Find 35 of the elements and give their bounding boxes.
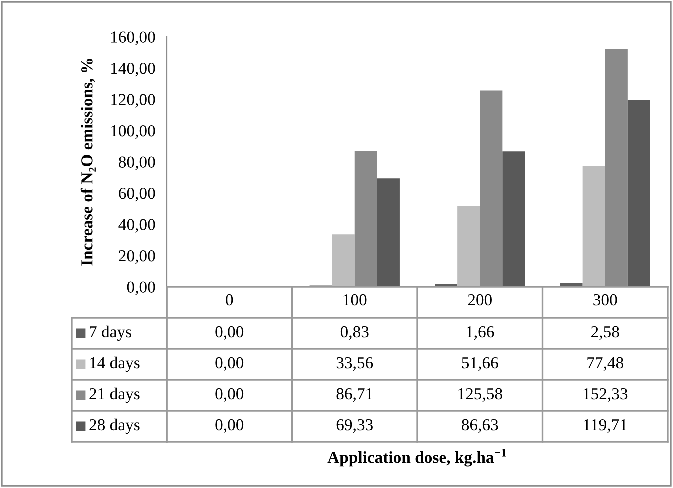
y-tick-label: 160,00 [112,32,156,46]
data-label: 152,33 [584,388,628,402]
x-tick-label: 200 [468,294,492,306]
data-label: 2,58 [592,326,620,340]
data-label: 119,71 [584,419,627,434]
legend-label: 28 days [90,418,140,434]
data-label: 86,63 [462,419,498,434]
x-tick-label: 300 [594,294,618,306]
data-label: 0,00 [216,357,244,372]
data-label: 86,71 [336,388,373,402]
y-tick-label: 40,00 [118,219,156,233]
data-label: 0,83 [340,326,369,340]
text: Application dose, kg.ha$^{−1}$ [328,449,506,467]
data-label: 1,66 [467,326,494,340]
y-tick-label: 20,00 [119,250,156,264]
y-tick-label: 100,00 [112,125,156,140]
data-label: 0,00 [216,388,244,402]
y-tick-label: 60,00 [119,188,156,202]
x-tick-label: 100 [344,294,367,306]
y-tick-label: 0,00 [127,282,156,296]
data-label: 77,48 [588,357,624,372]
y-tick-label: 140,00 [112,62,156,77]
data-label: 125,58 [458,388,502,402]
y-tick-label: 80,00 [119,156,156,170]
y-tick-label: 120,00 [112,94,156,108]
y-axis-title: Increase of N₂O emissions, % [80,59,96,266]
data-label: 69,33 [336,419,373,434]
legend-label: 21 days [90,388,140,404]
data-label: 0,00 [216,326,244,340]
x-tick-label: 0 [226,294,234,306]
data-label: 51,66 [462,357,498,372]
legend-label: 14 days [90,356,140,372]
data-label: 0,00 [216,419,244,434]
legend-label: 7 days [90,326,132,342]
data-label: 33,56 [336,357,374,372]
